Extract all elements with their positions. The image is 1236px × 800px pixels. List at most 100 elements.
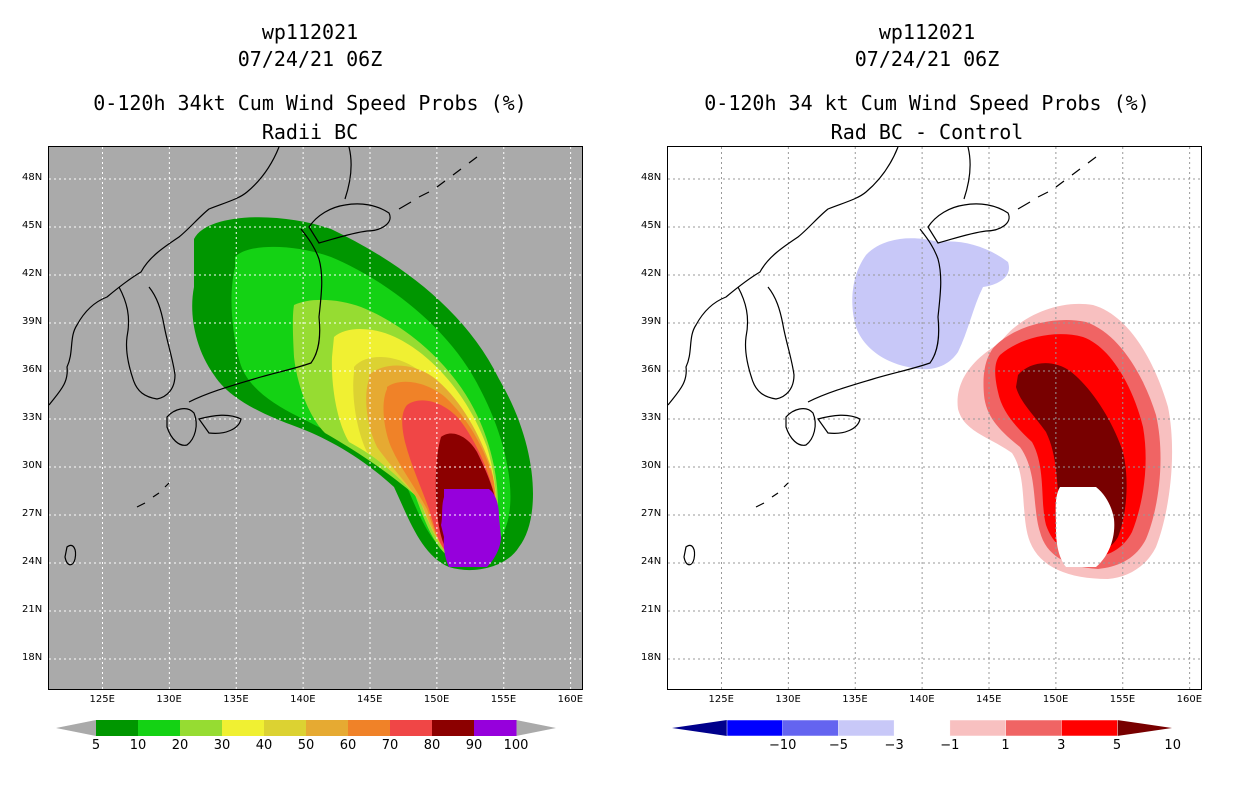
right-map-svg bbox=[668, 147, 1201, 689]
shikoku-coast-r bbox=[817, 414, 861, 434]
colorbar-label: −1 bbox=[940, 738, 960, 753]
asia-coast-r bbox=[668, 147, 899, 406]
colorbar-box bbox=[432, 720, 475, 736]
colorbar-label: 5 bbox=[1112, 738, 1122, 753]
lat-label: 24N bbox=[641, 556, 662, 567]
taiwan-coast-r bbox=[683, 544, 696, 566]
colorbar-label: −3 bbox=[884, 738, 904, 753]
shikoku-coast bbox=[198, 414, 242, 434]
lat-label: 42N bbox=[641, 268, 662, 279]
lon-label: 135E bbox=[842, 694, 868, 705]
lat-label: 21N bbox=[641, 604, 662, 615]
colorbar-box bbox=[949, 719, 1007, 737]
colorbar-label: 5 bbox=[91, 738, 101, 753]
left-gridlines bbox=[49, 147, 582, 689]
colorbar-box bbox=[222, 720, 265, 736]
colorbar-label: 50 bbox=[297, 738, 315, 753]
colorbar-under-triangle bbox=[56, 720, 96, 736]
left-map-svg bbox=[49, 147, 582, 689]
colorbar-label: 10 bbox=[129, 738, 147, 753]
left-title-product: 0-120h 34kt Cum Wind Speed Probs (%) bbox=[93, 91, 527, 115]
ryukyu-islands-r bbox=[755, 482, 789, 508]
colorbar-over-triangle bbox=[1117, 720, 1172, 736]
colorbar-box bbox=[306, 720, 349, 736]
hokkaido-coast-r bbox=[927, 203, 1010, 244]
colorbar-box bbox=[138, 720, 181, 736]
colorbar-label: 60 bbox=[339, 738, 357, 753]
lon-label: 125E bbox=[89, 694, 115, 705]
colorbar-label: 20 bbox=[171, 738, 189, 753]
colorbar-box bbox=[1061, 719, 1118, 737]
prob-contour-90 bbox=[441, 489, 501, 567]
lon-label: 160E bbox=[557, 694, 584, 705]
lon-label: 130E bbox=[775, 694, 801, 705]
lat-label: 39N bbox=[22, 316, 43, 327]
diff-white-core bbox=[1055, 487, 1115, 567]
lat-label: 30N bbox=[22, 460, 43, 471]
ryukyu-islands bbox=[136, 482, 170, 508]
kyushu-coast bbox=[166, 408, 197, 446]
lat-label: 30N bbox=[641, 460, 662, 471]
lat-label: 45N bbox=[22, 220, 43, 231]
colorbar-box bbox=[348, 720, 391, 736]
colorbar-label: 100 bbox=[503, 738, 529, 753]
right-title-storm: wp112021 bbox=[878, 20, 976, 44]
taiwan-coast bbox=[64, 544, 77, 566]
colorbar-label: 70 bbox=[381, 738, 399, 753]
lon-label: 140E bbox=[290, 694, 316, 705]
right-title-subtitle: Rad BC - Control bbox=[830, 120, 1024, 144]
lat-label: 36N bbox=[641, 364, 662, 375]
colorbar-label: 90 bbox=[465, 738, 483, 753]
lat-label: 21N bbox=[22, 604, 43, 615]
left-title-date: 07/24/21 06Z bbox=[237, 47, 383, 71]
lon-label: 145E bbox=[357, 694, 383, 705]
colorbar-box bbox=[726, 719, 784, 737]
right-map-panel bbox=[667, 146, 1202, 690]
lat-label: 33N bbox=[22, 412, 43, 423]
kyushu-coast-r bbox=[785, 408, 816, 446]
right-coastlines bbox=[668, 147, 1097, 566]
colorbar-box bbox=[474, 720, 517, 736]
right-colorbar bbox=[672, 719, 1172, 737]
lon-label: 150E bbox=[423, 694, 450, 705]
lon-label: 150E bbox=[1042, 694, 1069, 705]
lon-label: 155E bbox=[1109, 694, 1136, 705]
lat-label: 45N bbox=[641, 220, 662, 231]
colorbar-box bbox=[893, 719, 951, 737]
kuril-islands-r bbox=[1017, 156, 1097, 210]
sakhalin-coast-r bbox=[963, 147, 971, 200]
honshu-coast-r bbox=[807, 228, 942, 403]
left-map-panel bbox=[48, 146, 583, 690]
colorbar-box bbox=[838, 719, 895, 737]
right-title-date: 07/24/21 06Z bbox=[854, 47, 1000, 71]
left-coastlines bbox=[49, 147, 478, 566]
lat-label: 42N bbox=[22, 268, 43, 279]
colorbar-box bbox=[96, 720, 139, 736]
colorbar-box bbox=[782, 719, 840, 737]
lat-label: 33N bbox=[641, 412, 662, 423]
colorbar-box bbox=[264, 720, 307, 736]
lat-label: 48N bbox=[22, 172, 43, 183]
kuril-islands bbox=[398, 156, 478, 210]
colorbar-box bbox=[1005, 719, 1063, 737]
lat-label: 36N bbox=[22, 364, 43, 375]
asia-coast bbox=[49, 147, 280, 406]
left-title-subtitle: Radii BC bbox=[261, 120, 359, 144]
right-gridlines bbox=[668, 147, 1201, 689]
lat-label: 18N bbox=[22, 652, 43, 663]
left-colorbar bbox=[56, 720, 556, 736]
hokkaido-coast bbox=[308, 203, 391, 244]
colorbar-label: 1 bbox=[1001, 738, 1010, 753]
colorbar-label: 30 bbox=[213, 738, 231, 753]
diff-negative-region bbox=[852, 238, 1009, 370]
right-title-product: 0-120h 34 kt Cum Wind Speed Probs (%) bbox=[704, 91, 1150, 115]
lon-label: 155E bbox=[490, 694, 517, 705]
lon-label: 130E bbox=[156, 694, 182, 705]
colorbar-label: −5 bbox=[828, 738, 849, 753]
colorbar-label: 3 bbox=[1057, 738, 1066, 753]
lon-label: 125E bbox=[708, 694, 734, 705]
lon-label: 135E bbox=[223, 694, 249, 705]
honshu-coast bbox=[188, 228, 323, 403]
colorbar-box bbox=[180, 720, 223, 736]
lat-label: 24N bbox=[22, 556, 43, 567]
